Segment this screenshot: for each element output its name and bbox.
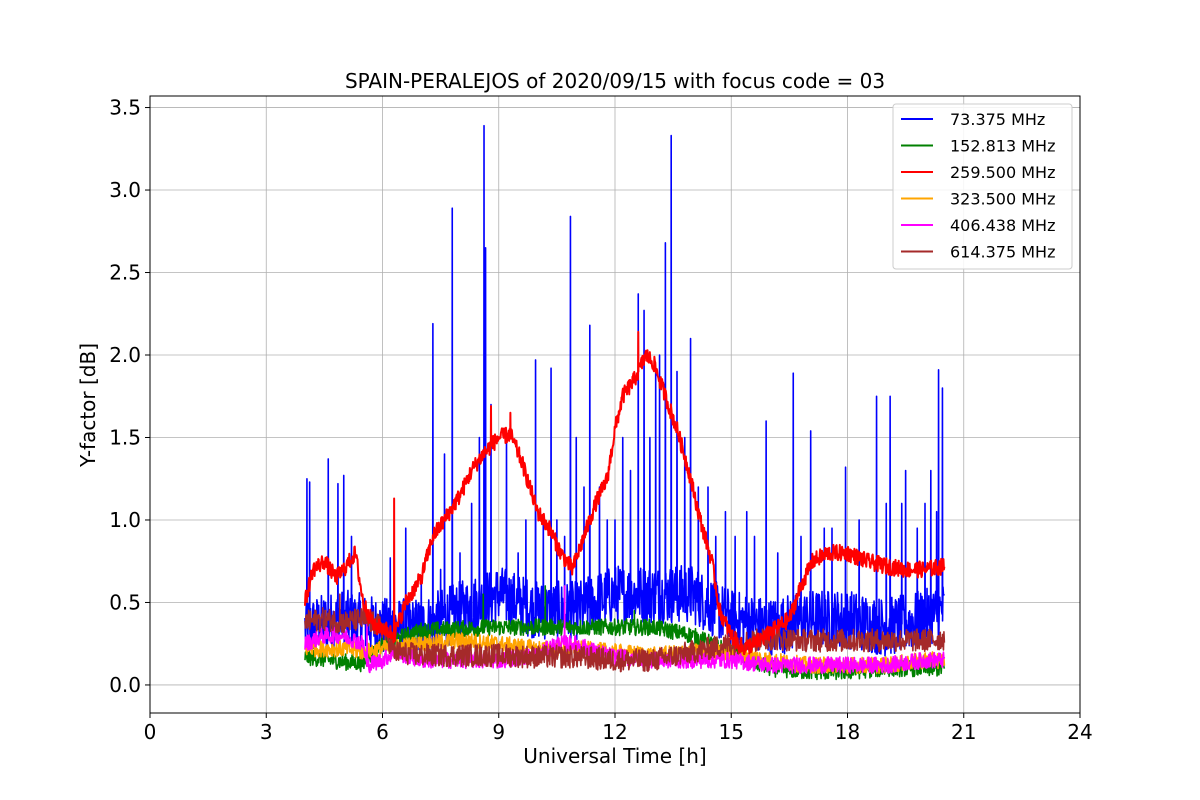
x-tick-label: 6 — [376, 720, 389, 744]
x-tick-label: 18 — [835, 720, 860, 744]
y-tick-label: 1.0 — [109, 508, 141, 532]
x-tick-label: 24 — [1067, 720, 1092, 744]
ticks: 0 3 6 9 12 15 18 21 24 0.0 0.5 1.0 1.5 2.0 2.5 3.0 3.5 — [109, 96, 1093, 744]
legend-label: 73.375 MHz — [950, 110, 1045, 129]
y-tick-label: 3.5 — [109, 96, 141, 120]
y-axis-label: Y-factor [dB] — [76, 343, 100, 468]
series-line — [304, 330, 946, 656]
y-tick-label: 3.0 — [109, 178, 141, 202]
x-tick-label: 21 — [951, 720, 976, 744]
y-tick-label: 2.5 — [109, 261, 141, 285]
y-tick-label: 2.0 — [109, 343, 141, 367]
series-layer — [304, 124, 946, 681]
x-tick-label: 0 — [144, 720, 157, 744]
legend-box — [892, 103, 1073, 270]
y-tick-label: 1.5 — [109, 425, 141, 449]
y-tick-label: 0.5 — [109, 590, 141, 614]
legend-label: 406.438 MHz — [950, 216, 1055, 235]
legend-label: 259.500 MHz — [950, 163, 1055, 182]
x-axis-label: Universal Time [h] — [523, 744, 706, 768]
y-tick-label: 0.0 — [109, 673, 141, 697]
series-line — [304, 593, 946, 673]
chart-title: SPAIN-PERALEJOS of 2020/09/15 with focus… — [345, 69, 885, 93]
x-tick-label: 15 — [719, 720, 744, 744]
legend: 73.375 MHz 152.813 MHz 259.500 MHz 323.500 … — [892, 103, 1073, 270]
x-tick-label: 3 — [260, 720, 273, 744]
legend-label: 323.500 MHz — [950, 190, 1055, 209]
x-tick-label: 12 — [602, 720, 627, 744]
legend-label: 614.375 MHz — [950, 243, 1055, 262]
x-tick-label: 9 — [492, 720, 505, 744]
legend-label: 152.813 MHz — [950, 137, 1055, 156]
